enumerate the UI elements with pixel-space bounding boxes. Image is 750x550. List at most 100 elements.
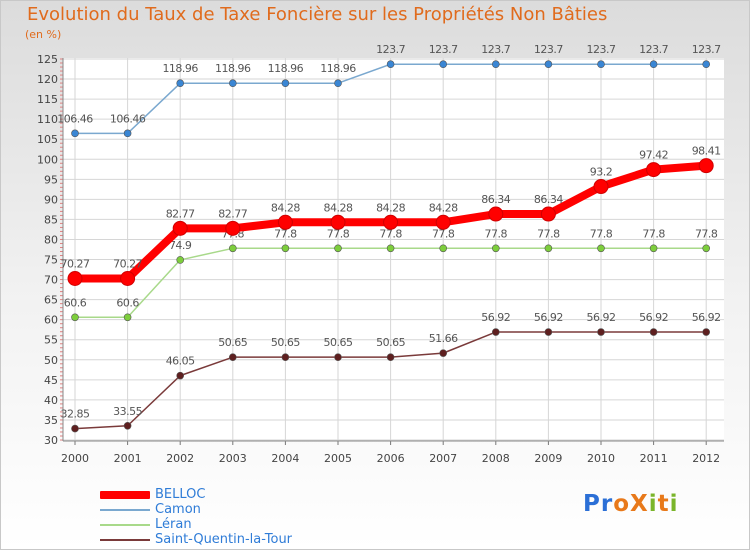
data-point-camon [229,79,237,88]
data-point-saint-quentin-la-tour [544,328,553,336]
x-tick-label: 2012 [692,452,720,465]
data-point-saint-quentin-la-tour [597,328,605,336]
x-tick-label: 2000 [61,452,89,465]
logo-letter: X [630,491,649,517]
data-point-belloc [540,206,556,222]
data-label-camon: 123.7 [639,43,668,56]
data-label-belloc: 70.27 [61,257,90,270]
data-point-saint-quentin-la-tour [71,424,79,433]
data-point-camon [176,79,184,88]
data-label-camon: 123.7 [429,43,458,56]
data-label-camon: 106.46 [57,112,93,125]
data-label-l-ran: 60.6 [64,296,87,309]
legend-swatch-camon [100,509,150,511]
y-tick-label: 125 [37,53,58,66]
data-point-belloc [488,206,504,222]
data-point-saint-quentin-la-tour [229,353,237,361]
data-point-belloc [435,214,451,230]
data-point-camon [123,129,132,138]
data-label-belloc: 93.2 [590,166,613,179]
data-label-camon: 123.7 [534,43,563,56]
data-point-saint-quentin-la-tour [176,371,184,380]
data-label-belloc: 82.77 [166,207,195,220]
data-label-saint-quentin-la-tour: 50.65 [376,336,405,349]
data-point-l-ran [649,244,658,253]
data-label-saint-quentin-la-tour: 46.05 [166,355,195,368]
legend-label-saint-quentin: Saint-Quentin-la-Tour [155,532,293,547]
data-point-l-ran [702,244,711,253]
data-point-belloc [330,214,346,230]
data-point-l-ran [123,313,132,322]
data-point-camon [281,79,290,88]
data-point-belloc [646,162,662,178]
y-tick-label: 80 [44,233,58,246]
legend-swatch-saint-quentin [100,539,150,541]
series-camon: 106.46 106.46 118.96 118.96 118.96 118.96 123.… [57,43,722,138]
data-point-l-ran [281,244,290,253]
legend-label-belloc: BELLOC [155,487,206,502]
data-label-l-ran: 77.8 [379,227,402,240]
y-tick-label: 45 [44,374,58,387]
y-tick-label: 115 [37,93,58,106]
series-saint-quentin-la-tour: 32.85 33.55 46.05 50.65 50.65 50.65 50.65 51.66… [61,311,721,433]
data-label-l-ran: 74.9 [169,239,192,252]
data-point-camon [71,129,79,138]
y-tick-label: 85 [44,213,58,226]
data-point-saint-quentin-la-tour [439,349,448,357]
y-tick-label: 110 [37,113,58,126]
logo-letter: t [657,491,670,517]
data-label-belloc: 86.34 [534,193,563,206]
data-label-belloc: 70.27 [113,257,142,270]
series-l-ran: 60.6 60.6 74.9 77.8 77.8 77.8 77.8 77.8 77.8 77.8… [64,227,718,322]
x-tick-label: 2006 [377,452,405,465]
y-tick-label: 35 [44,414,58,427]
y-tick-label: 30 [44,434,58,447]
data-point-saint-quentin-la-tour [281,353,290,361]
data-label-l-ran: 77.8 [695,227,718,240]
data-point-belloc [593,179,609,195]
chart-title: Evolution du Taux de Taxe Foncière sur l… [27,4,608,25]
data-label-saint-quentin-la-tour: 56.92 [587,311,616,324]
data-label-saint-quentin-la-tour: 32.85 [61,408,90,421]
data-label-saint-quentin-la-tour: 50.65 [218,336,247,349]
data-label-l-ran: 60.6 [116,296,139,309]
data-point-l-ran [491,244,500,253]
data-point-belloc [67,270,83,286]
data-point-l-ran [229,244,237,253]
y-tick-label: 60 [44,314,58,327]
data-label-belloc: 98.41 [692,145,721,158]
data-label-camon: 123.7 [692,43,721,56]
data-point-l-ran [386,244,395,253]
data-label-saint-quentin-la-tour: 51.66 [429,332,458,345]
data-label-belloc: 84.28 [271,201,300,214]
data-point-belloc [383,214,399,230]
y-tick-label: 90 [44,193,58,206]
data-label-camon: 123.7 [481,43,510,56]
legend-label-leran: Léran [155,517,192,532]
x-tick-label: 2011 [640,452,668,465]
x-tick-label: 2001 [114,452,142,465]
x-tick-label: 2003 [219,452,247,465]
data-label-saint-quentin-la-tour: 56.92 [639,311,668,324]
data-label-belloc: 82.77 [218,207,247,220]
data-point-saint-quentin-la-tour [386,353,395,361]
data-label-saint-quentin-la-tour: 56.92 [692,311,721,324]
y-tick-label: 100 [37,153,58,166]
logo-letter: o [613,491,631,517]
data-point-l-ran [597,244,605,253]
x-tick-label: 2008 [482,452,510,465]
data-point-camon [649,60,658,69]
y-unit-label: (en %) [25,28,62,41]
series-belloc: 70.27 70.27 82.77 82.77 84.28 84.28 84.28 84.28… [61,145,721,286]
data-label-belloc: 84.28 [376,201,405,214]
data-point-l-ran [176,256,184,264]
data-label-camon: 118.96 [162,62,198,75]
data-label-saint-quentin-la-tour: 33.55 [113,405,142,418]
y-tick-label: 55 [44,334,58,347]
logo-letter: P [583,491,601,517]
data-point-camon [386,60,395,69]
data-point-belloc [120,270,136,286]
data-point-camon [334,79,342,88]
data-point-camon [491,60,500,69]
